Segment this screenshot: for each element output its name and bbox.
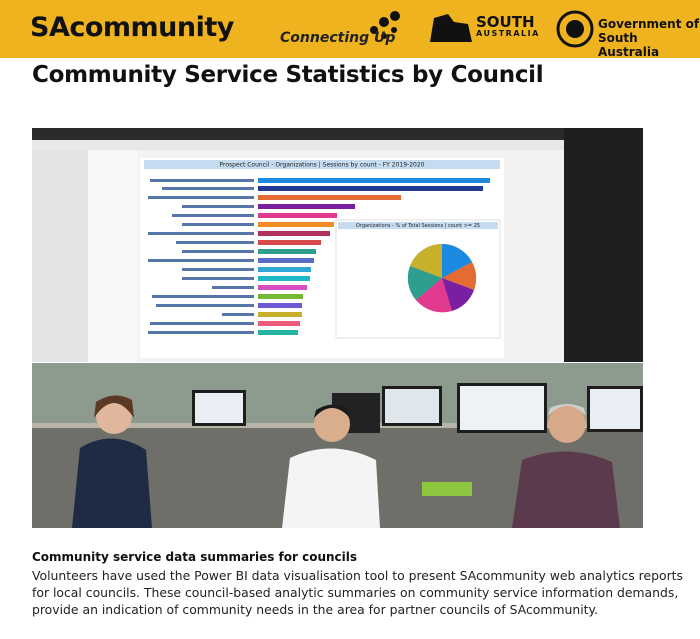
pie-title: Organizations - % of Total Sessions | co… [356,223,480,229]
state-logo-text: SOUTH [476,13,535,31]
site-name[interactable]: SAcommunity [30,12,234,43]
article-body: Volunteers have used the Power BI data v… [32,568,683,617]
state-logo-text: AUSTRALIA [476,29,540,38]
government: Government of South Australia [598,17,700,59]
crest [556,10,594,48]
article-heading: Community service data summaries for cou… [32,550,358,564]
state-logo-icon [430,14,472,42]
dashboard-title: Prospect Council - Organizations | Sessi… [220,162,425,169]
header: SAcommunity Connecting Up SOUTH AUSTRALI… [0,0,700,59]
partner-logo-icon [370,11,400,39]
page-title: Community Service Statistics by Council [32,62,544,88]
government-line: Government of [598,17,700,31]
government-line: South Australia [598,31,660,59]
figure: Prospect Council - Organizations | Sessi… [32,128,643,528]
state-logo: SOUTH AUSTRALIA [476,13,540,40]
partner-name: Connecting Up [280,30,396,46]
